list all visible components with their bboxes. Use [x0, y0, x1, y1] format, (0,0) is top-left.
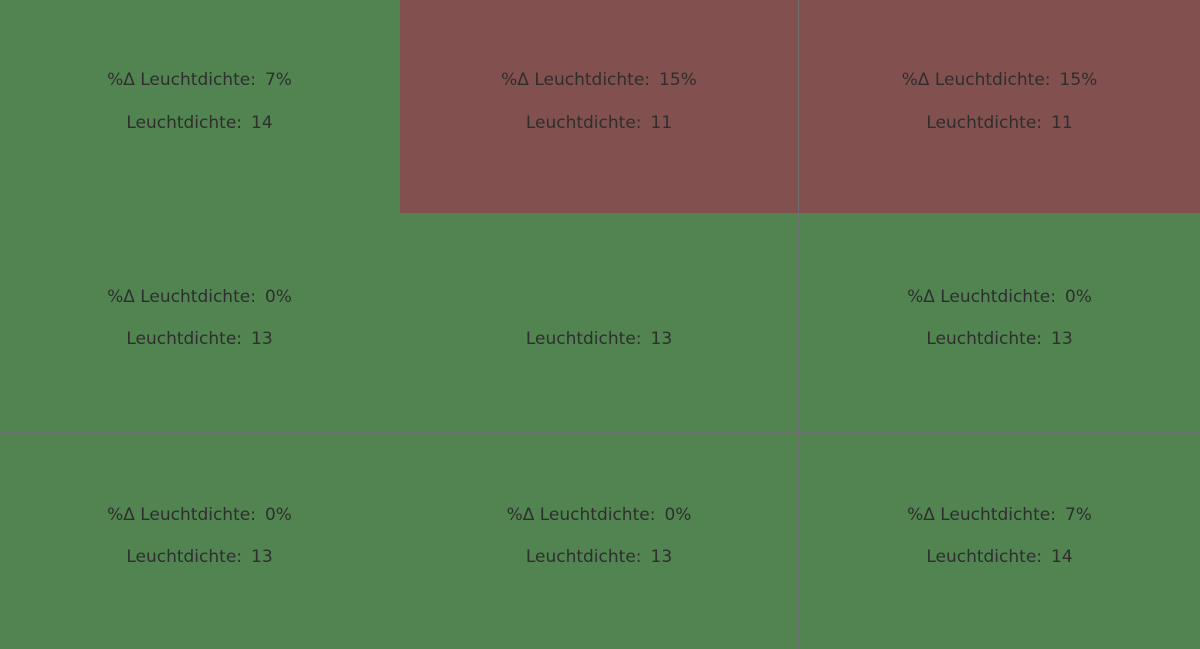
zone-cell: %Δ Leuchtdichte: 0% Leuchtdichte: 13	[799, 214, 1200, 432]
zone-cell: %Δ Leuchtdichte: 15% Leuchtdichte: 11	[400, 0, 798, 213]
delta-label: %Δ Leuchtdichte:	[901, 70, 1051, 90]
delta-value: 7%	[264, 70, 292, 90]
zone-cell: %Δ Leuchtdichte: 0% Leuchtdichte: 13	[400, 433, 798, 649]
zone-cell: %Δ Leuchtdichte: 7% Leuchtdichte: 14	[799, 433, 1200, 649]
luminance-label: Leuchtdichte:	[126, 329, 243, 349]
zone-cell: %Δ Leuchtdichte: 15% Leuchtdichte: 11	[799, 0, 1200, 213]
zone-cell: %Δ Leuchtdichte: 0% Leuchtdichte: 13	[0, 214, 399, 432]
luminance-label: Leuchtdichte:	[926, 547, 1043, 567]
luminance-label: Leuchtdichte:	[525, 113, 642, 133]
luminance-value: 13	[1051, 329, 1073, 349]
delta-value: 7%	[1064, 505, 1092, 525]
luminance-value: 14	[251, 113, 273, 133]
delta-line: %Δ Leuchtdichte: 0%	[400, 505, 798, 525]
delta-label: %Δ Leuchtdichte:	[907, 287, 1056, 307]
luminance-line: Leuchtdichte: 13	[400, 329, 798, 349]
luminance-line: Leuchtdichte: 13	[0, 329, 399, 349]
delta-label: %Δ Leuchtdichte:	[107, 70, 256, 90]
luminance-line: Leuchtdichte: 14	[0, 113, 399, 133]
zone-cell: %Δ Leuchtdichte: 7% Leuchtdichte: 14	[0, 0, 399, 213]
delta-line: %Δ Leuchtdichte: 7%	[0, 70, 399, 90]
luminance-line: Leuchtdichte: 13	[0, 547, 399, 567]
zone-cell: %Δ Leuchtdichte: 0% Leuchtdichte: 13	[0, 433, 399, 649]
delta-value: 15%	[1059, 70, 1098, 90]
luminance-value: 13	[251, 329, 273, 349]
luminance-line: Leuchtdichte: 11	[400, 113, 798, 133]
delta-line: %Δ Leuchtdichte: 15%	[799, 70, 1200, 90]
luminance-label: Leuchtdichte:	[126, 547, 243, 567]
luminance-value: 13	[650, 547, 673, 567]
delta-label: %Δ Leuchtdichte:	[907, 505, 1056, 525]
luminance-value: 13	[650, 329, 673, 349]
zone-cell-reference: Leuchtdichte: 13	[400, 214, 798, 432]
delta-label: %Δ Leuchtdichte:	[501, 70, 651, 90]
delta-value: 0%	[264, 505, 292, 525]
delta-value: 0%	[264, 287, 292, 307]
luminance-label: Leuchtdichte:	[926, 329, 1043, 349]
luminance-line: Leuchtdichte: 11	[799, 113, 1200, 133]
luminance-value: 11	[1051, 113, 1073, 133]
delta-label: %Δ Leuchtdichte:	[107, 505, 256, 525]
luminance-value: 13	[251, 547, 273, 567]
delta-value: 15%	[659, 70, 697, 90]
luminance-value: 14	[1051, 547, 1073, 567]
delta-line: %Δ Leuchtdichte: 15%	[400, 70, 798, 90]
delta-value: 0%	[1064, 287, 1092, 307]
delta-label: %Δ Leuchtdichte:	[107, 287, 256, 307]
luminance-line: Leuchtdichte: 13	[400, 547, 798, 567]
delta-line: %Δ Leuchtdichte: 0%	[0, 505, 399, 525]
luminance-line: Leuchtdichte: 13	[799, 329, 1200, 349]
delta-line: %Δ Leuchtdichte: 0%	[799, 287, 1200, 307]
luminance-label: Leuchtdichte:	[525, 547, 642, 567]
luminance-label: Leuchtdichte:	[926, 113, 1043, 133]
luminance-value: 11	[650, 113, 673, 133]
luminance-line: Leuchtdichte: 14	[799, 547, 1200, 567]
delta-label: %Δ Leuchtdichte:	[506, 505, 656, 525]
delta-line: %Δ Leuchtdichte: 7%	[799, 505, 1200, 525]
luminance-label: Leuchtdichte:	[126, 113, 243, 133]
delta-line: %Δ Leuchtdichte: 0%	[0, 287, 399, 307]
delta-value: 0%	[664, 505, 692, 525]
luminance-label: Leuchtdichte:	[525, 329, 642, 349]
